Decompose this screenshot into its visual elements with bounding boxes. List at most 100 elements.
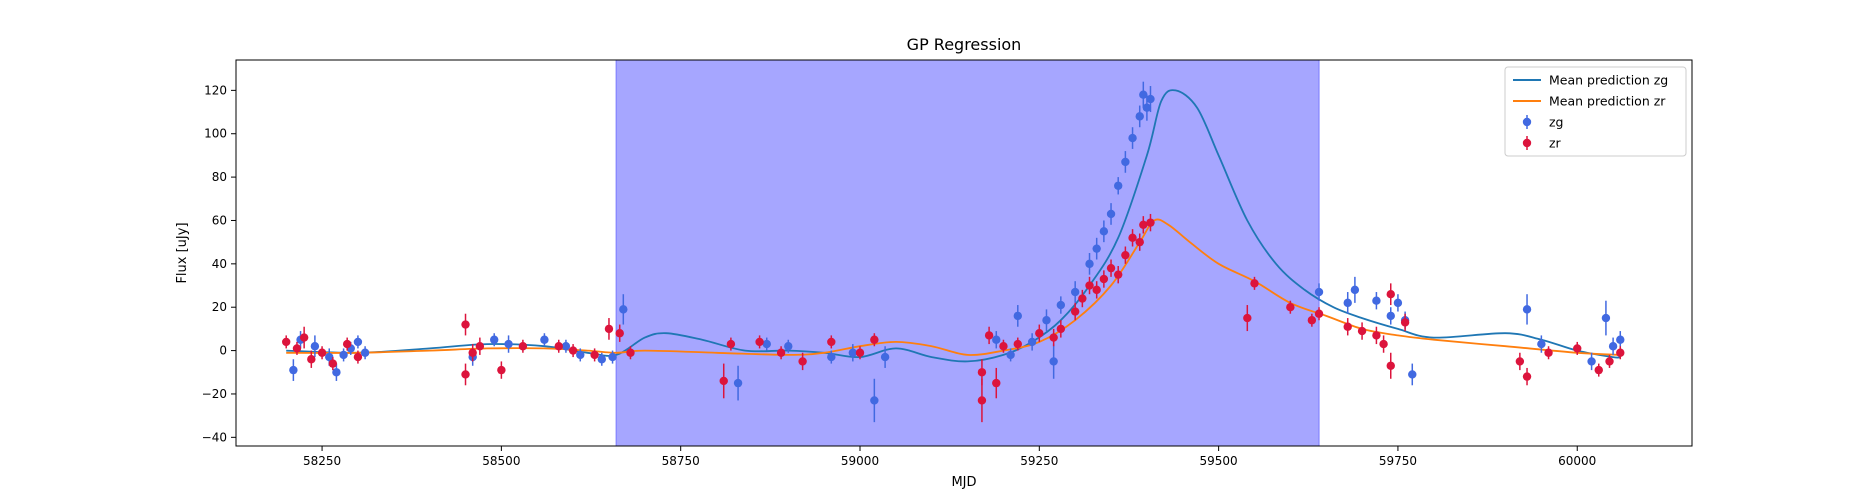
- point-marker: [461, 320, 470, 329]
- legend-label: Mean prediction zg: [1549, 73, 1668, 88]
- data-point: [827, 350, 836, 364]
- data-point: [342, 337, 352, 351]
- x-tick-label: 59750: [1379, 454, 1417, 468]
- data-point: [1372, 326, 1381, 345]
- point-marker: [992, 335, 1001, 344]
- data-point: [292, 341, 302, 355]
- data-point: [1522, 367, 1532, 386]
- point-marker: [1307, 316, 1317, 325]
- series-zr: [282, 213, 1625, 423]
- point-marker: [1070, 287, 1080, 297]
- data-point: [1386, 283, 1395, 306]
- point-marker: [1608, 342, 1618, 351]
- point-marker: [490, 335, 499, 344]
- data-point: [977, 378, 987, 423]
- point-marker: [1605, 357, 1614, 366]
- legend-entry: zg: [1522, 115, 1564, 130]
- data-point: [490, 333, 499, 347]
- point-marker: [1106, 263, 1116, 273]
- data-point: [1092, 237, 1101, 260]
- point-marker: [1042, 316, 1051, 325]
- y-tick-label: 0: [219, 344, 227, 358]
- point-marker: [1106, 209, 1116, 219]
- point-marker: [1085, 259, 1094, 269]
- data-point: [1605, 354, 1614, 368]
- point-marker: [1099, 274, 1109, 284]
- data-point: [1049, 328, 1058, 347]
- point-marker: [1372, 296, 1381, 305]
- point-marker: [590, 350, 599, 360]
- point-marker: [1142, 103, 1152, 112]
- legend: Mean prediction zg Mean prediction zr zg zr: [1504, 66, 1687, 157]
- point-marker: [880, 352, 890, 362]
- data-point: [1573, 341, 1582, 355]
- point-marker: [554, 342, 563, 351]
- point-marker: [1587, 357, 1596, 366]
- point-marker: [1350, 285, 1360, 295]
- legend-label: Mean prediction zr: [1549, 94, 1666, 109]
- data-point: [1135, 233, 1144, 251]
- data-point: [1594, 363, 1603, 377]
- point-marker: [762, 339, 771, 349]
- data-point: [1372, 292, 1381, 310]
- data-point: [1386, 352, 1395, 379]
- data-point: [497, 361, 506, 379]
- point-marker: [855, 348, 865, 357]
- data-point: [1616, 346, 1625, 360]
- point-marker: [1286, 303, 1295, 312]
- data-point: [568, 344, 578, 358]
- point-marker: [798, 357, 807, 366]
- point-marker: [1085, 281, 1094, 290]
- data-point: [992, 367, 1001, 399]
- point-marker: [540, 335, 549, 344]
- point-marker: [626, 348, 635, 357]
- point-marker: [1135, 237, 1144, 247]
- x-tick-label: 58250: [303, 454, 341, 468]
- point-marker: [977, 396, 987, 405]
- data-point: [1314, 283, 1324, 301]
- point-marker: [504, 339, 513, 349]
- point-marker: [827, 337, 836, 347]
- data-point: [1408, 363, 1417, 386]
- point-marker: [1135, 112, 1144, 121]
- data-point: [615, 324, 624, 342]
- x-tick-label: 58750: [662, 454, 700, 468]
- data-point: [1307, 313, 1317, 327]
- legend-box: [1504, 66, 1687, 157]
- point-marker: [1393, 298, 1403, 308]
- point-marker: [615, 329, 624, 338]
- point-marker: [1035, 329, 1044, 338]
- y-tick-label: 80: [212, 170, 227, 184]
- data-point: [1049, 344, 1058, 379]
- data-point: [1035, 324, 1044, 342]
- point-marker: [353, 337, 363, 347]
- point-marker: [992, 378, 1001, 388]
- point-marker: [755, 337, 764, 347]
- data-point: [1379, 335, 1388, 353]
- data-point: [1013, 337, 1022, 351]
- shaded-region: [615, 59, 1320, 447]
- data-point: [1128, 127, 1137, 149]
- point-marker: [310, 342, 320, 351]
- point-marker: [1522, 372, 1532, 381]
- data-point: [784, 339, 793, 353]
- point-marker: [299, 333, 309, 342]
- point-marker: [1616, 335, 1625, 344]
- data-point: [1393, 294, 1403, 312]
- data-point: [1013, 305, 1022, 327]
- data-point: [554, 339, 563, 353]
- data-point: [1146, 213, 1155, 232]
- point-marker: [1537, 339, 1546, 349]
- point-marker: [1121, 250, 1130, 260]
- data-point: [1070, 302, 1080, 321]
- data-point: [1250, 276, 1259, 290]
- data-point: [870, 378, 879, 423]
- point-marker: [719, 376, 728, 386]
- data-point: [328, 357, 338, 371]
- data-point: [1128, 229, 1137, 247]
- point-marker: [342, 339, 352, 349]
- point-marker: [608, 352, 617, 362]
- point-marker: [1343, 298, 1352, 308]
- point-marker: [1146, 94, 1155, 104]
